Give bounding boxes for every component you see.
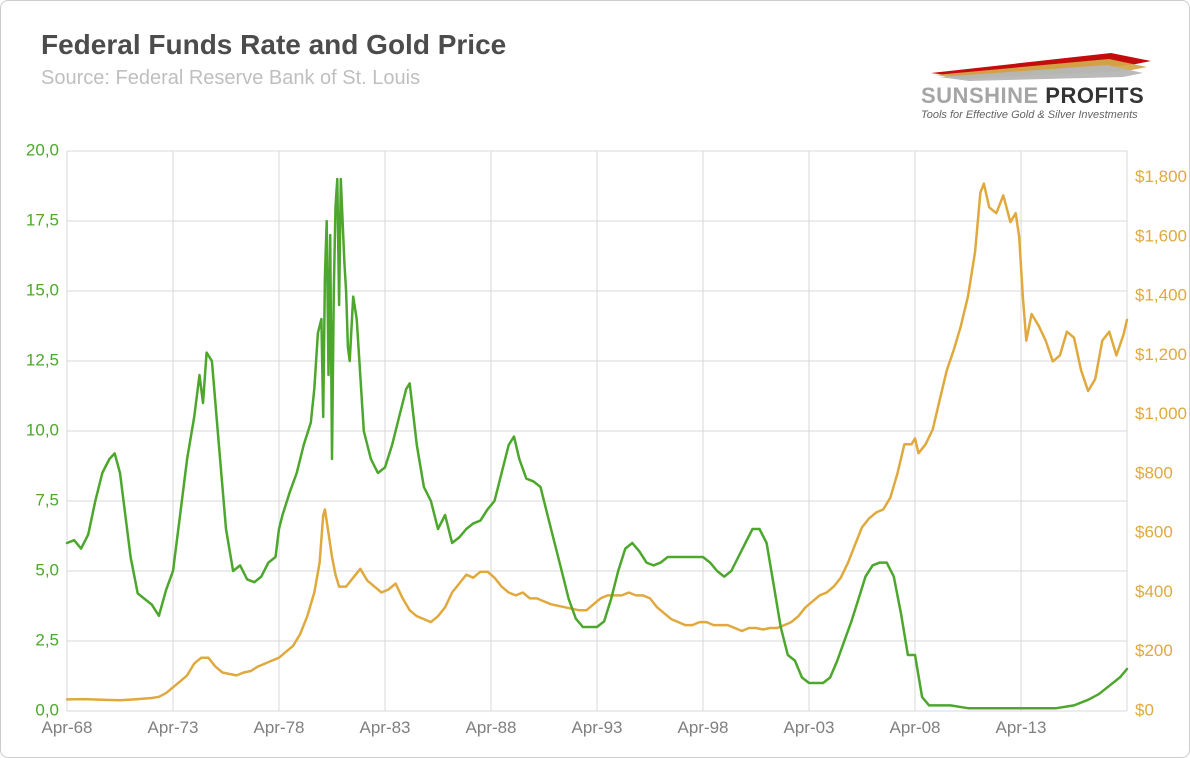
- x-axis-labels: Apr-68 Apr-73 Apr-78 Apr-83 Apr-88 Apr-93 Apr-…: [41, 718, 1046, 737]
- svg-text:Apr-03: Apr-03: [783, 718, 834, 737]
- svg-text:2,5: 2,5: [35, 630, 59, 649]
- svg-text:15,0: 15,0: [26, 280, 59, 299]
- svg-text:Apr-83: Apr-83: [359, 718, 410, 737]
- svg-text:20,0: 20,0: [26, 143, 59, 159]
- y-axis-right-labels: $0 $200 $400 $600 $800 $1,000 $1,200 $1,400 $1,6…: [1135, 167, 1187, 719]
- svg-text:10,0: 10,0: [26, 420, 59, 439]
- svg-text:0,0: 0,0: [35, 700, 59, 719]
- svg-text:Apr-73: Apr-73: [147, 718, 198, 737]
- svg-text:Apr-68: Apr-68: [41, 718, 92, 737]
- svg-text:$0: $0: [1135, 700, 1154, 719]
- svg-text:$600: $600: [1135, 523, 1173, 542]
- chart-source: Source: Federal Reserve Bank of St. Loui…: [41, 67, 420, 90]
- svg-text:$200: $200: [1135, 641, 1173, 660]
- svg-text:Apr-98: Apr-98: [677, 718, 728, 737]
- svg-text:$1,000: $1,000: [1135, 404, 1187, 423]
- svg-text:12,5: 12,5: [26, 350, 59, 369]
- y-axis-left-labels: 0,0 2,5 5,0 7,5 10,0 12,5 15,0 17,5 20,0: [26, 143, 59, 719]
- svg-text:$1,200: $1,200: [1135, 345, 1187, 364]
- svg-text:$400: $400: [1135, 582, 1173, 601]
- svg-text:Apr-93: Apr-93: [571, 718, 622, 737]
- chart-title: Federal Funds Rate and Gold Price: [41, 29, 506, 61]
- svg-text:Apr-13: Apr-13: [995, 718, 1046, 737]
- svg-text:$1,800: $1,800: [1135, 167, 1187, 186]
- svg-text:17,5: 17,5: [26, 210, 59, 229]
- logo-brand-word: PROFITS: [1045, 83, 1144, 108]
- logo-brand-pre: SUNSHINE: [921, 83, 1045, 108]
- svg-text:Apr-78: Apr-78: [253, 718, 304, 737]
- svg-text:Apr-88: Apr-88: [465, 718, 516, 737]
- svg-text:$1,400: $1,400: [1135, 286, 1187, 305]
- logo-swoosh-icon: [921, 47, 1171, 83]
- logo-tagline: Tools for Effective Gold & Silver Invest…: [921, 109, 1171, 121]
- svg-text:Apr-08: Apr-08: [889, 718, 940, 737]
- chart-frame: Federal Funds Rate and Gold Price Source…: [0, 0, 1190, 758]
- svg-text:7,5: 7,5: [35, 490, 59, 509]
- logo-brand-text: SUNSHINE PROFITS: [921, 83, 1171, 109]
- svg-text:5,0: 5,0: [35, 560, 59, 579]
- svg-text:$1,600: $1,600: [1135, 226, 1187, 245]
- svg-text:$800: $800: [1135, 463, 1173, 482]
- plot-area: 0,02,55,07,510,012,515,017,520,0 $0$200$…: [11, 143, 1190, 745]
- brand-logo: SUNSHINE PROFITS Tools for Effective Gol…: [921, 47, 1171, 121]
